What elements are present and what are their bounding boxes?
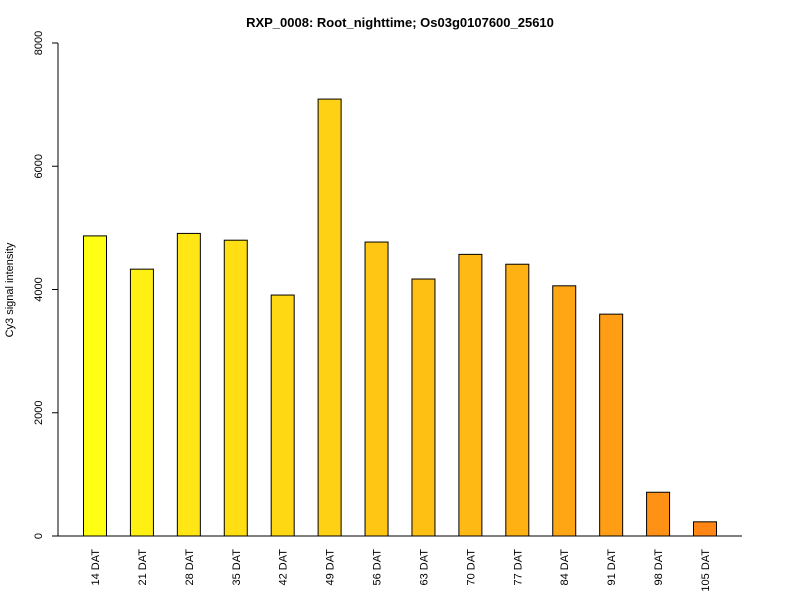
bar (317, 98, 342, 537)
y-axis-label: Cy3 signal intensity (4, 242, 16, 337)
bar (129, 268, 154, 537)
bar (552, 285, 577, 537)
x-tick-label: 63 DAT (418, 549, 430, 586)
bar (646, 491, 671, 537)
x-tick-label: 105 DAT (700, 549, 712, 592)
bar (693, 521, 717, 537)
x-tick-labels: 14 DAT 21 DAT 28 DAT 35 DAT 42 DAT 49 DAT 56 D… (90, 549, 712, 592)
bar (270, 294, 295, 537)
x-tick-label: 98 DAT (653, 549, 665, 586)
x-tick-label: 56 DAT (372, 549, 384, 586)
x-tick-label: 84 DAT (559, 549, 571, 586)
y-tick-label: 6000 (33, 154, 45, 178)
x-tick-label: 91 DAT (606, 549, 618, 586)
y-tick-label: 2000 (33, 401, 45, 425)
x-tick-label: 28 DAT (184, 549, 196, 586)
bar (411, 278, 436, 537)
bar (458, 253, 483, 537)
bar (599, 313, 624, 537)
bar (223, 239, 248, 537)
y-axis: 0 2000 4000 6000 8000 (33, 31, 59, 539)
y-tick-label: 0 (33, 533, 45, 539)
x-tick-label: 14 DAT (90, 549, 102, 586)
x-tick-label: 21 DAT (137, 549, 149, 586)
bar (505, 263, 530, 537)
bar (364, 241, 389, 537)
x-tick-label: 49 DAT (325, 549, 337, 586)
y-tick-label: 8000 (33, 31, 45, 55)
y-tick-label: 4000 (33, 277, 45, 301)
x-tick-label: 35 DAT (231, 549, 243, 586)
chart-title: RXP_0008: Root_nighttime; Os03g0107600_2… (246, 15, 554, 30)
x-tick-label: 42 DAT (278, 549, 290, 586)
x-tick-label: 70 DAT (465, 549, 477, 586)
bars (83, 98, 717, 537)
bar (83, 235, 107, 537)
bar (176, 232, 201, 537)
x-tick-label: 77 DAT (512, 549, 524, 586)
